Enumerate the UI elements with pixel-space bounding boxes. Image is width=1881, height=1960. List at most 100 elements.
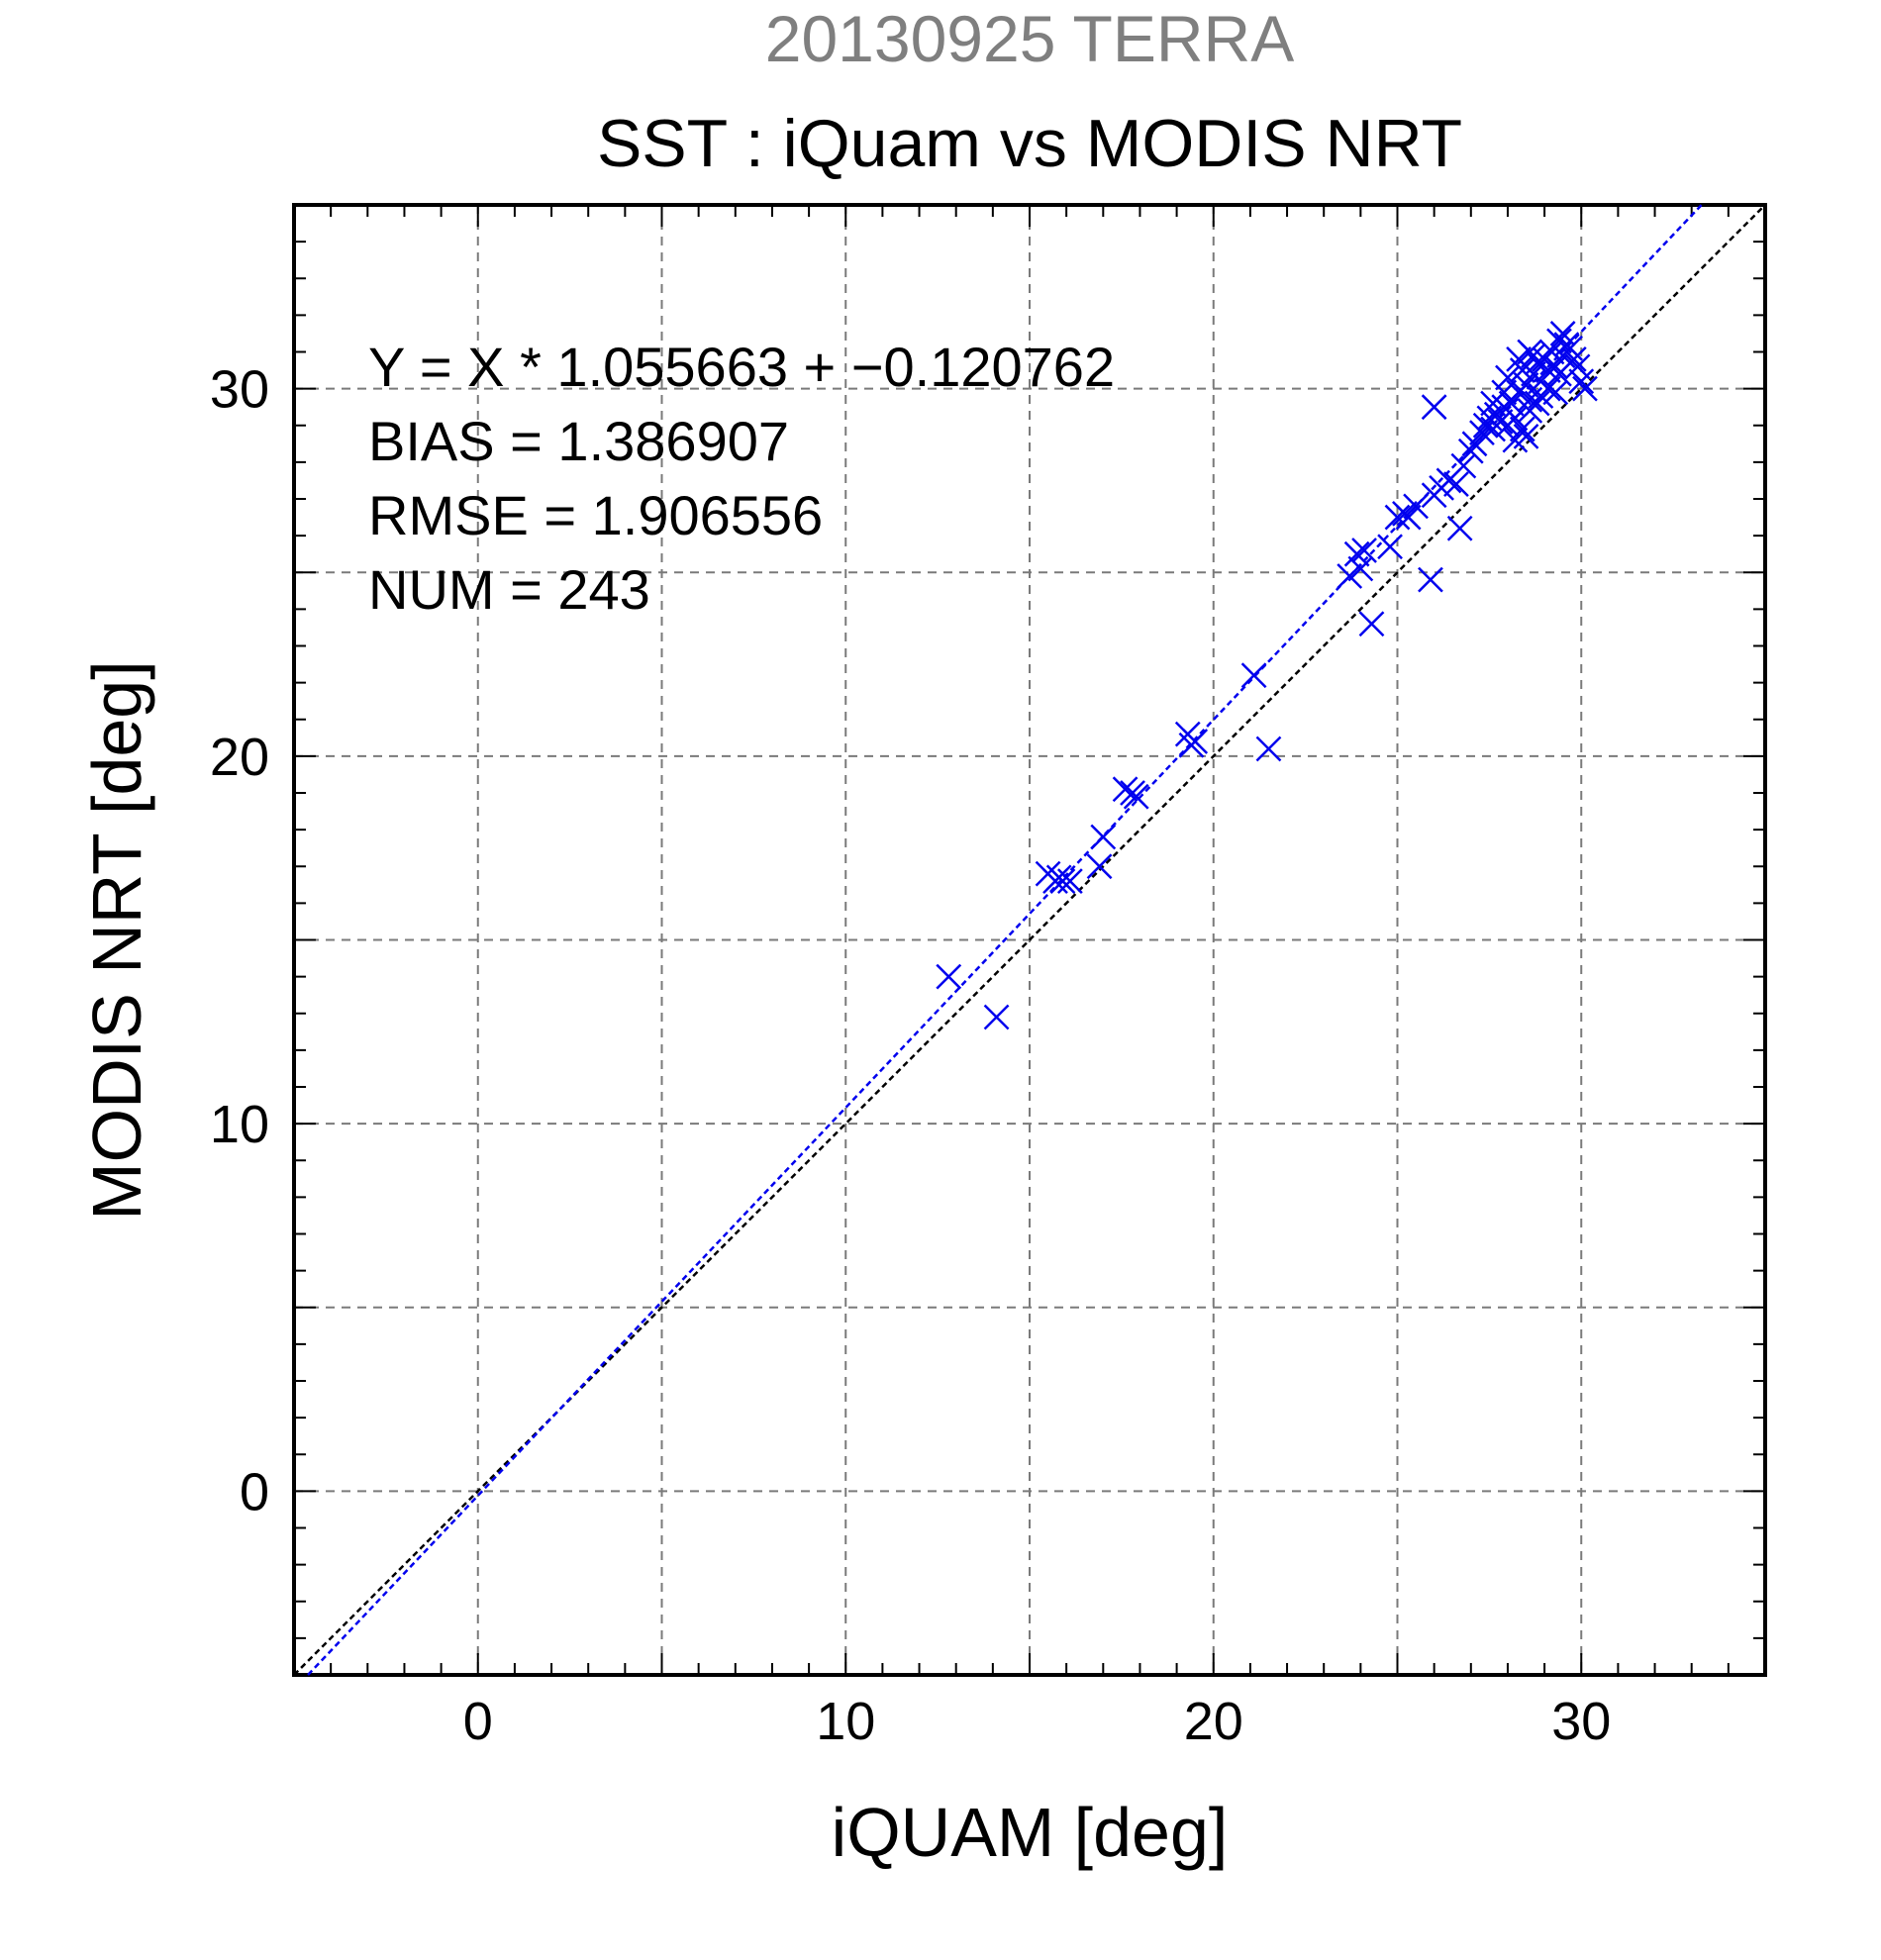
marker-stroke <box>1446 515 1473 541</box>
x-axis-label: iQUAM [deg] <box>832 1794 1229 1871</box>
y-axis-label: MODIS NRT [deg] <box>78 660 155 1220</box>
data-point-x-marker <box>1557 335 1583 361</box>
data-point-x-marker <box>1421 394 1447 421</box>
marker-stroke <box>1461 431 1488 457</box>
data-point-x-marker <box>1240 662 1267 689</box>
marker-stroke <box>1112 776 1138 803</box>
marker-stroke <box>1056 868 1083 894</box>
data-point-x-marker <box>1546 328 1572 354</box>
data-point-x-marker <box>1542 379 1569 406</box>
data-point-x-marker <box>983 1004 1010 1030</box>
x-tick-label: 20 <box>1184 1692 1243 1751</box>
marker-stroke <box>1557 335 1583 361</box>
data-point-x-marker <box>1384 504 1411 531</box>
data-point-x-marker <box>1495 364 1521 391</box>
marker-stroke <box>1086 853 1113 880</box>
data-point-x-marker <box>1049 868 1076 894</box>
stats-box: Y = X * 1.055663 + −0.120762 BIAS = 1.38… <box>368 336 1115 621</box>
data-point-x-marker <box>1446 515 1473 541</box>
data-point-x-marker <box>1513 424 1539 449</box>
tick-labels: 0 10 20 30 0 10 20 30 <box>210 360 1611 1751</box>
marker-stroke <box>983 1004 1010 1030</box>
marker-stroke <box>1358 611 1385 637</box>
chart-supertitle: 20130925 TERRA <box>765 2 1294 75</box>
data-point-x-marker <box>1182 729 1209 754</box>
marker-stroke <box>1513 424 1539 449</box>
marker-stroke <box>1509 416 1535 442</box>
marker-stroke <box>1421 394 1447 421</box>
marker-stroke <box>1487 409 1514 435</box>
marker-stroke <box>1572 375 1598 402</box>
marker-stroke <box>1457 438 1484 464</box>
marker-stroke <box>1255 735 1282 762</box>
data-point-x-marker <box>1377 534 1403 560</box>
data-point-x-marker <box>1343 540 1370 567</box>
marker-stroke <box>1403 493 1429 520</box>
marker-stroke <box>1450 452 1477 479</box>
marker-stroke <box>1542 379 1569 406</box>
y-tick-label: 10 <box>210 1095 269 1154</box>
marker-stroke <box>1534 375 1561 402</box>
data-point-x-marker <box>1572 375 1598 402</box>
data-point-x-marker <box>1450 452 1477 479</box>
marker-stroke <box>1568 368 1595 395</box>
marker-stroke <box>1240 662 1267 689</box>
marker-stroke <box>1123 783 1149 810</box>
marker-stroke <box>1395 504 1422 531</box>
marker-stroke <box>1549 321 1576 346</box>
marker-stroke <box>1384 504 1411 531</box>
data-point-x-marker <box>1549 321 1576 346</box>
data-point-x-marker <box>1443 471 1469 498</box>
marker-stroke <box>936 963 962 990</box>
marker-stroke <box>1506 346 1532 372</box>
marker-stroke <box>1509 357 1535 383</box>
marker-stroke <box>1336 563 1363 589</box>
stats-num: NUM = 243 <box>368 558 650 621</box>
marker-stroke <box>1513 372 1539 398</box>
marker-stroke <box>1090 824 1117 850</box>
data-point-x-marker <box>1568 368 1595 395</box>
stats-bias: BIAS = 1.386907 <box>368 410 789 472</box>
data-point-x-marker <box>1564 353 1591 380</box>
data-point-x-marker <box>1534 375 1561 402</box>
marker-stroke <box>1182 729 1209 754</box>
marker-stroke <box>1343 540 1370 567</box>
data-points <box>936 321 1598 1030</box>
marker-stroke <box>1498 390 1525 417</box>
data-point-x-marker <box>1509 416 1535 442</box>
chart-title: SST : iQuam vs MODIS NRT <box>597 106 1462 181</box>
marker-stroke <box>1476 405 1503 432</box>
marker-stroke <box>1542 353 1569 380</box>
marker-stroke <box>1546 360 1572 387</box>
data-point-x-marker <box>1403 493 1429 520</box>
data-point-x-marker <box>1487 409 1514 435</box>
marker-stroke <box>1546 328 1572 354</box>
x-tick-label: 10 <box>816 1692 875 1751</box>
marker-stroke <box>1418 566 1443 593</box>
data-point-x-marker <box>936 963 962 990</box>
stats-equation: Y = X * 1.055663 + −0.120762 <box>368 336 1115 398</box>
data-point-x-marker <box>1480 390 1506 417</box>
marker-stroke <box>1480 390 1506 417</box>
data-point-x-marker <box>1506 346 1532 372</box>
data-point-x-marker <box>1351 538 1377 563</box>
marker-stroke <box>1377 534 1403 560</box>
data-point-x-marker <box>1395 504 1422 531</box>
y-tick-label: 0 <box>240 1462 269 1521</box>
data-point-x-marker <box>1513 372 1539 398</box>
data-point-x-marker <box>1255 735 1282 762</box>
marker-stroke <box>1495 412 1521 439</box>
x-tick-label: 30 <box>1551 1692 1611 1751</box>
x-tick-label: 0 <box>463 1692 493 1751</box>
data-point-x-marker <box>1056 868 1083 894</box>
data-point-x-marker <box>1123 783 1149 810</box>
marker-stroke <box>1495 364 1521 391</box>
data-point-x-marker <box>1090 824 1117 850</box>
data-point-x-marker <box>1524 390 1550 417</box>
stats-rmse: RMSE = 1.906556 <box>368 484 823 546</box>
marker-stroke <box>1351 538 1377 563</box>
y-tick-label: 30 <box>210 360 269 420</box>
data-point-x-marker <box>1112 776 1138 803</box>
marker-stroke <box>1443 471 1469 498</box>
y-tick-label: 20 <box>210 728 269 787</box>
